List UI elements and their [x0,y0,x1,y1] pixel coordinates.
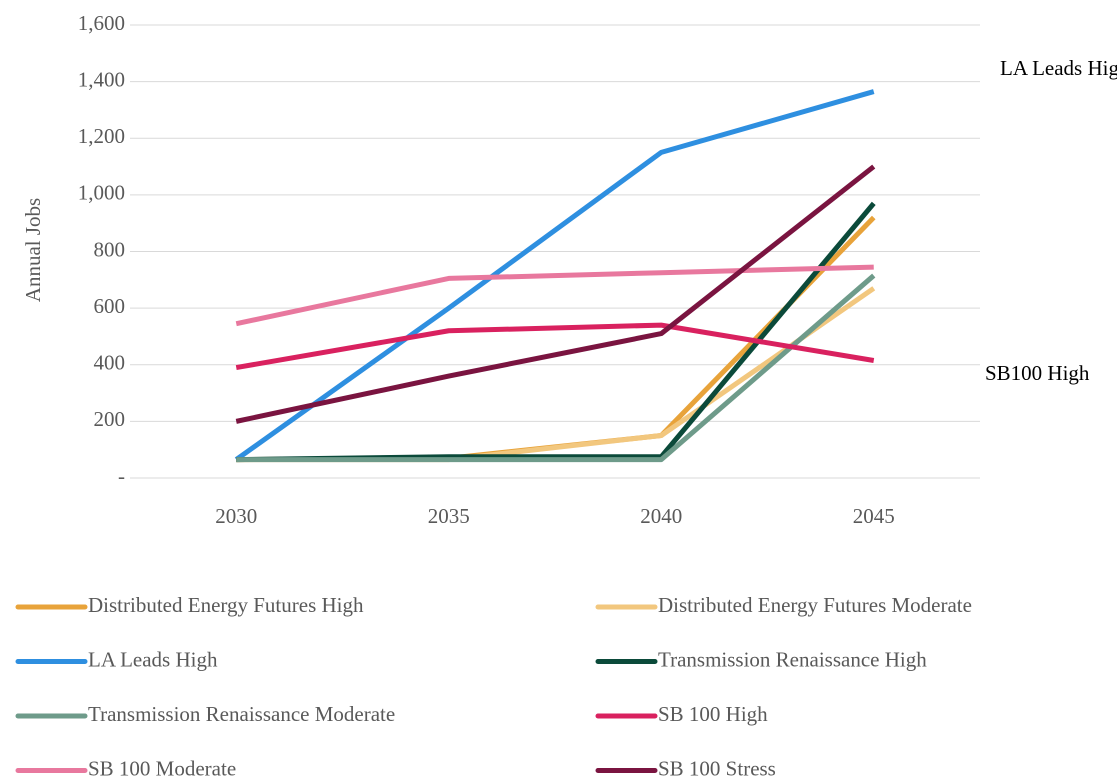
y-tick-label: 1,400 [78,67,125,91]
series-line [236,215,876,463]
y-tick-label: 1,000 [78,181,125,205]
annotation: SB100 High [985,361,1090,385]
y-tick-label: 1,200 [78,124,125,148]
x-tick-label: 2035 [428,504,470,528]
annotation: LA Leads High [1000,56,1117,80]
legend-label: SB 100 Stress [658,756,776,780]
series-line [235,264,874,327]
y-tick-label: - [118,464,125,488]
x-tick-label: 2045 [853,504,895,528]
y-tick-label: 400 [94,351,126,375]
y-tick-label: 600 [94,294,126,318]
x-tick-label: 2030 [215,504,257,528]
legend-label: Distributed Energy Futures Moderate [658,593,972,617]
y-tick-label: 800 [94,237,126,261]
legend-label: SB 100 Moderate [88,756,236,780]
series-line [236,273,876,463]
series-line [234,89,875,462]
x-tick-label: 2040 [640,504,682,528]
y-tick-label: 1,600 [78,11,125,35]
legend-label: SB 100 High [658,702,768,726]
legend-label: LA Leads High [88,647,218,671]
series-line [235,322,875,371]
y-axis-label: Annual Jobs [21,198,45,302]
legend-label: Distributed Energy Futures High [88,593,364,617]
legend-label: Transmission Renaissance High [658,647,927,671]
y-tick-label: 200 [94,407,126,431]
legend-label: Transmission Renaissance Moderate [88,702,395,726]
series-line [235,164,876,424]
